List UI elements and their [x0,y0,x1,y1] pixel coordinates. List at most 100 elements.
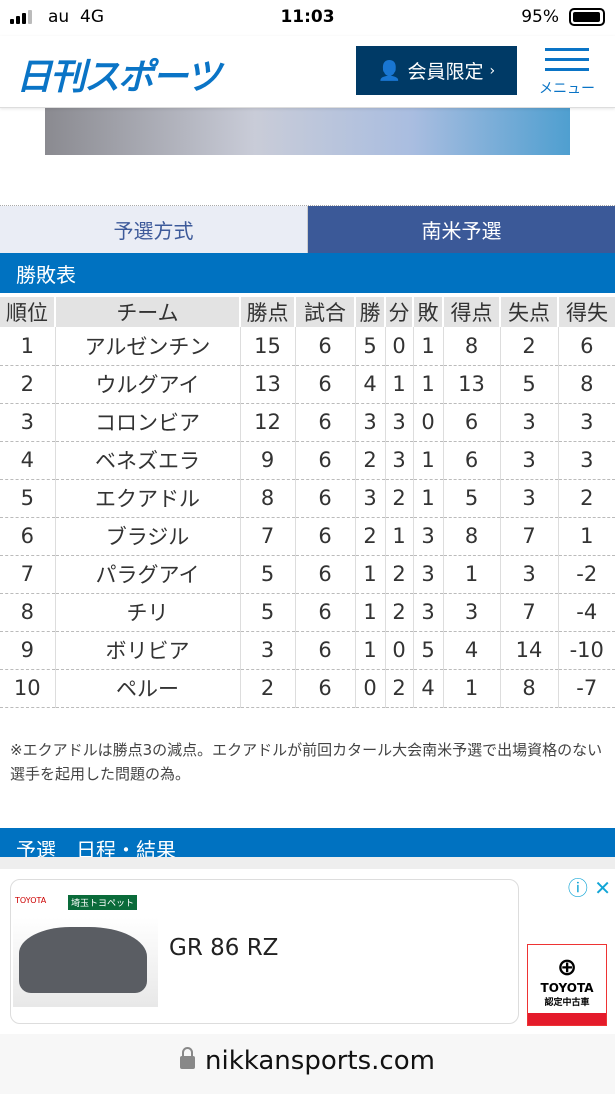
table-row: 9 ボリビア 3 6 1 0 5 4 14 -10 [0,631,615,670]
toyota-certified-badge[interactable]: ⊕ TOYOTA 認定中古車 [527,944,607,1026]
article-photo [45,108,570,155]
team-name: アルゼンチン [54,327,240,366]
ad-card[interactable]: TOYOTA 埼玉トヨペット GR 86 RZ [10,879,519,1024]
table-row: 3 コロンビア 12 6 3 3 0 6 3 3 [0,403,615,442]
table-cell: 13 [442,365,500,404]
table-cell: 2 [354,441,385,480]
toyota-emblem-icon: ⊕ [556,953,578,981]
table-cell: 6 [442,403,500,442]
team-name: チリ [54,593,240,632]
table-cell: 5 [0,479,55,518]
carrier-name: au [48,7,70,27]
url-bar[interactable]: nikkansports.com [0,1034,615,1094]
table-cell: 3 [384,441,413,480]
schedule-header: 予選 日程・結果 [0,828,615,857]
table-cell: 7 [239,517,295,556]
table-cell: 4 [442,631,500,670]
table-cell: 8 [442,327,500,366]
table-cell: 3 [557,441,615,480]
site-header: 日刊スポーツ 👤 会員限定 › メニュー [0,36,615,108]
column-header: 分 [384,297,413,327]
badge-brand: TOYOTA [540,981,594,995]
team-name: ボリビア [54,631,240,670]
table-cell: 6 [442,441,500,480]
table-cell: 8 [239,479,295,518]
table-cell: 3 [239,631,295,670]
column-header: 試合 [294,297,355,327]
table-cell: 3 [499,555,558,594]
table-cell: 2 [557,479,615,518]
menu-label: メニュー [539,81,595,97]
tab-qualifying-format[interactable]: 予選方式 [0,206,308,253]
table-cell: 3 [354,403,385,442]
user-icon: 👤 [377,60,402,82]
close-icon[interactable]: ✕ [594,876,611,900]
table-row: 8 チリ 5 6 1 2 3 3 7 -4 [0,593,615,632]
table-cell: 3 [384,403,413,442]
table-cell: 1 [354,593,385,632]
table-cell: 6 [294,403,355,442]
table-cell: 6 [294,593,355,632]
member-only-button[interactable]: 👤 会員限定 › [356,46,517,95]
table-cell: 5 [239,555,295,594]
standings-note: ※エクアドルは勝点3の減点。エクアドルが前回カタール大会南米予選で出場資格のない… [10,741,603,783]
site-logo[interactable]: 日刊スポーツ [16,57,221,98]
table-cell: 5 [239,593,295,632]
member-label: 会員限定 [407,61,484,83]
table-cell: 7 [0,555,55,594]
menu-button[interactable]: メニュー [532,46,602,98]
table-cell: 4 [0,441,55,480]
table-cell: 3 [412,593,443,632]
table-cell: 1 [412,327,443,366]
column-header: チーム [54,297,240,327]
table-cell: 3 [354,479,385,518]
car-image [19,927,147,993]
table-cell: 8 [499,669,558,708]
tab-bar: 予選方式 南米予選 [0,205,615,253]
ad-controls: ⓘ ✕ [568,872,611,901]
tab-south-america-qualifying[interactable]: 南米予選 [308,206,615,253]
table-cell: 0 [412,403,443,442]
battery-icon [569,8,605,26]
table-cell: 1 [384,517,413,556]
chevron-right-icon: › [489,62,496,79]
table-cell: 2 [0,365,55,404]
table-cell: 4 [412,669,443,708]
table-cell: 6 [294,631,355,670]
table-cell: 3 [499,479,558,518]
ad-image: TOYOTA 埼玉トヨペット [13,895,158,1007]
status-bar: au 4G 11:03 95% [0,0,615,36]
table-cell: 3 [557,403,615,442]
table-cell: 6 [294,327,355,366]
table-row: 1 アルゼンチン 15 6 5 0 1 8 2 6 [0,327,615,366]
ad-title: GR 86 RZ [169,935,279,961]
table-row: 6 ブラジル 7 6 2 1 3 8 7 1 [0,517,615,556]
table-cell: 9 [0,631,55,670]
badge-sub: 認定中古車 [544,998,590,1008]
table-cell: 1 [384,365,413,404]
toyota-logo: TOYOTA [15,896,47,905]
table-cell: 2 [384,479,413,518]
hamburger-icon [532,46,602,71]
info-icon[interactable]: ⓘ [567,876,588,900]
column-header: 得失 [557,297,615,327]
column-header: 失点 [499,297,558,327]
team-name: エクアドル [54,479,240,518]
clock: 11:03 [280,7,335,27]
table-cell: 8 [442,517,500,556]
team-name: ブラジル [54,517,240,556]
table-cell: 2 [499,327,558,366]
table-cell: 9 [239,441,295,480]
table-cell: 8 [557,365,615,404]
table-cell: 3 [412,555,443,594]
table-cell: 2 [354,517,385,556]
table-cell: 6 [294,517,355,556]
column-header: 得点 [442,297,500,327]
team-name: コロンビア [54,403,240,442]
table-cell: 5 [442,479,500,518]
column-header: 勝点 [239,297,295,327]
table-row: 4 ベネズエラ 9 6 2 3 1 6 3 3 [0,441,615,480]
url-domain: nikkansports.com [205,1046,435,1076]
table-cell: 14 [499,631,558,670]
ad-separator [0,857,615,869]
